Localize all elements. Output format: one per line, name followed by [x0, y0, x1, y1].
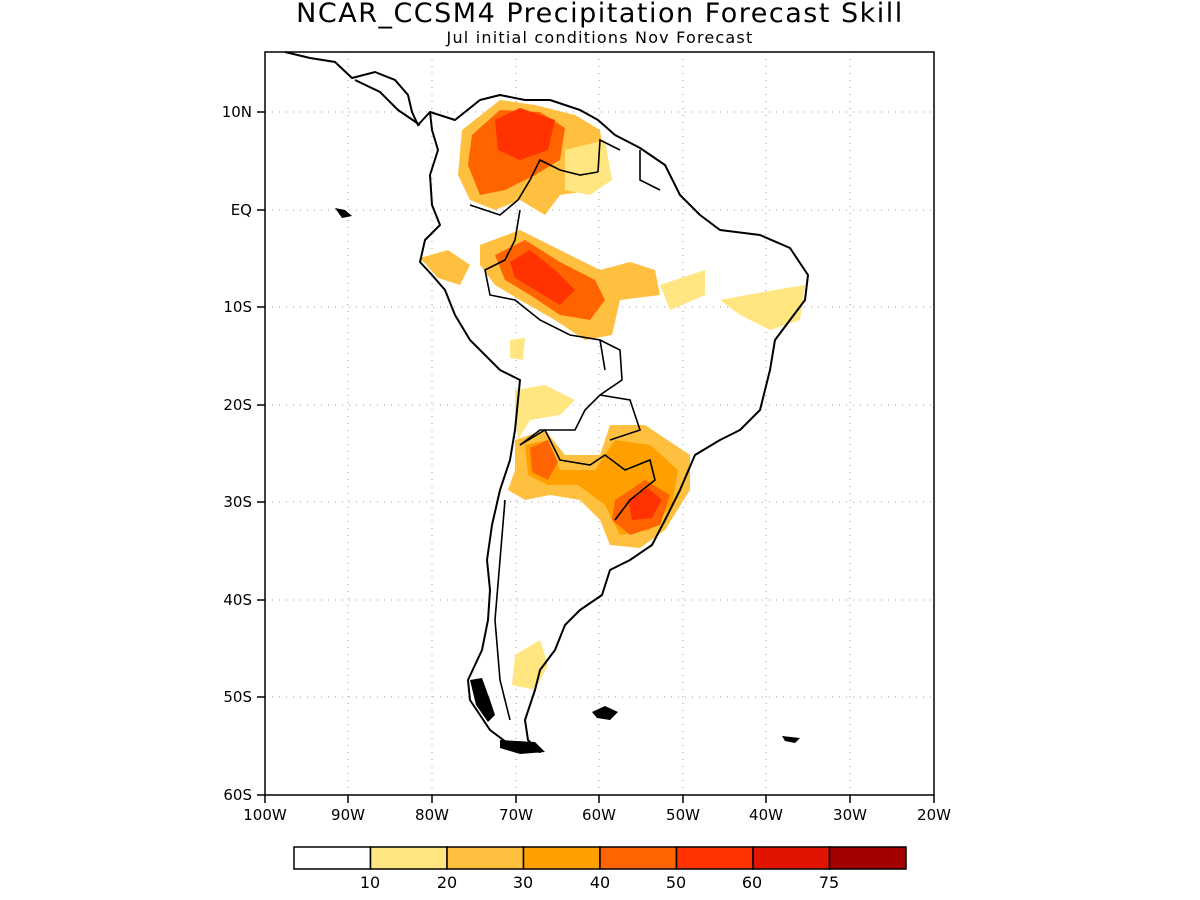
lon-label-100w: 100W — [243, 806, 287, 824]
skill-region-amazon-peak — [510, 250, 575, 305]
galapagos-islands — [335, 208, 352, 218]
south-georgia — [782, 736, 800, 743]
colorbar-label-40: 40 — [590, 873, 610, 892]
lon-label-60w: 60W — [582, 806, 616, 824]
lat-label-20s: 20S — [223, 396, 252, 414]
axis-ticks — [257, 111, 935, 803]
colorbar-label-60: 60 — [742, 873, 762, 892]
skill-region-brazil-ne — [720, 285, 805, 330]
colorbar-box-4 — [599, 846, 678, 870]
lon-label-20w: 20W — [917, 806, 951, 824]
skill-region-paraguay — [530, 440, 558, 480]
chile-archipelago — [470, 678, 495, 722]
colorbar-label-50: 50 — [666, 873, 686, 892]
skill-region-bolivia — [515, 385, 575, 440]
central-america-coastline — [284, 51, 431, 127]
skill-region-north-east — [565, 140, 612, 195]
lon-label-80w: 80W — [415, 806, 449, 824]
lon-label-70w: 70W — [499, 806, 533, 824]
lat-label-60s: 60S — [223, 786, 252, 804]
colorbar — [293, 846, 907, 870]
south-america-coastline — [419, 94, 809, 753]
lat-label-30s: 30S — [223, 493, 252, 511]
lon-label-40w: 40W — [749, 806, 783, 824]
lon-label-30w: 30W — [833, 806, 867, 824]
lat-label-50s: 50S — [223, 688, 252, 706]
colorbar-box-7 — [828, 846, 907, 870]
colorbar-box-5 — [675, 846, 754, 870]
lon-label-90w: 90W — [331, 806, 365, 824]
skill-region-andes — [510, 338, 525, 360]
colorbar-box-6 — [752, 846, 831, 870]
tierra-del-fuego — [500, 740, 545, 754]
colorbar-label-10: 10 — [360, 873, 380, 892]
map-subtitle: Jul initial conditions Nov Forecast — [446, 28, 754, 47]
skill-shading — [420, 100, 805, 690]
lat-label-40s: 40S — [223, 591, 252, 609]
country-borders — [469, 138, 661, 721]
skill-region-north-peak — [495, 108, 555, 160]
falkland-islands — [592, 706, 618, 720]
skill-region-uruguay-peak — [628, 488, 662, 520]
colorbar-box-2 — [446, 846, 525, 870]
colorbar-label-30: 30 — [513, 873, 533, 892]
caribbean-coastline — [354, 79, 421, 126]
skill-region-ecuador — [420, 250, 470, 285]
map-title: NCAR_CCSM4 Precipitation Forecast Skill — [296, 0, 904, 29]
colorbar-box-1 — [369, 846, 448, 870]
lon-label-50w: 50W — [666, 806, 700, 824]
lat-label-10n: 10N — [222, 103, 252, 121]
colorbar-label-75: 75 — [819, 873, 839, 892]
lat-label-eq: EQ — [231, 201, 252, 219]
colorbar-label-20: 20 — [437, 873, 457, 892]
colorbar-box-3 — [522, 846, 601, 870]
skill-region-brazil-east — [660, 270, 705, 310]
colorbar-box-0 — [293, 846, 372, 870]
lat-label-10s: 10S — [223, 298, 252, 316]
